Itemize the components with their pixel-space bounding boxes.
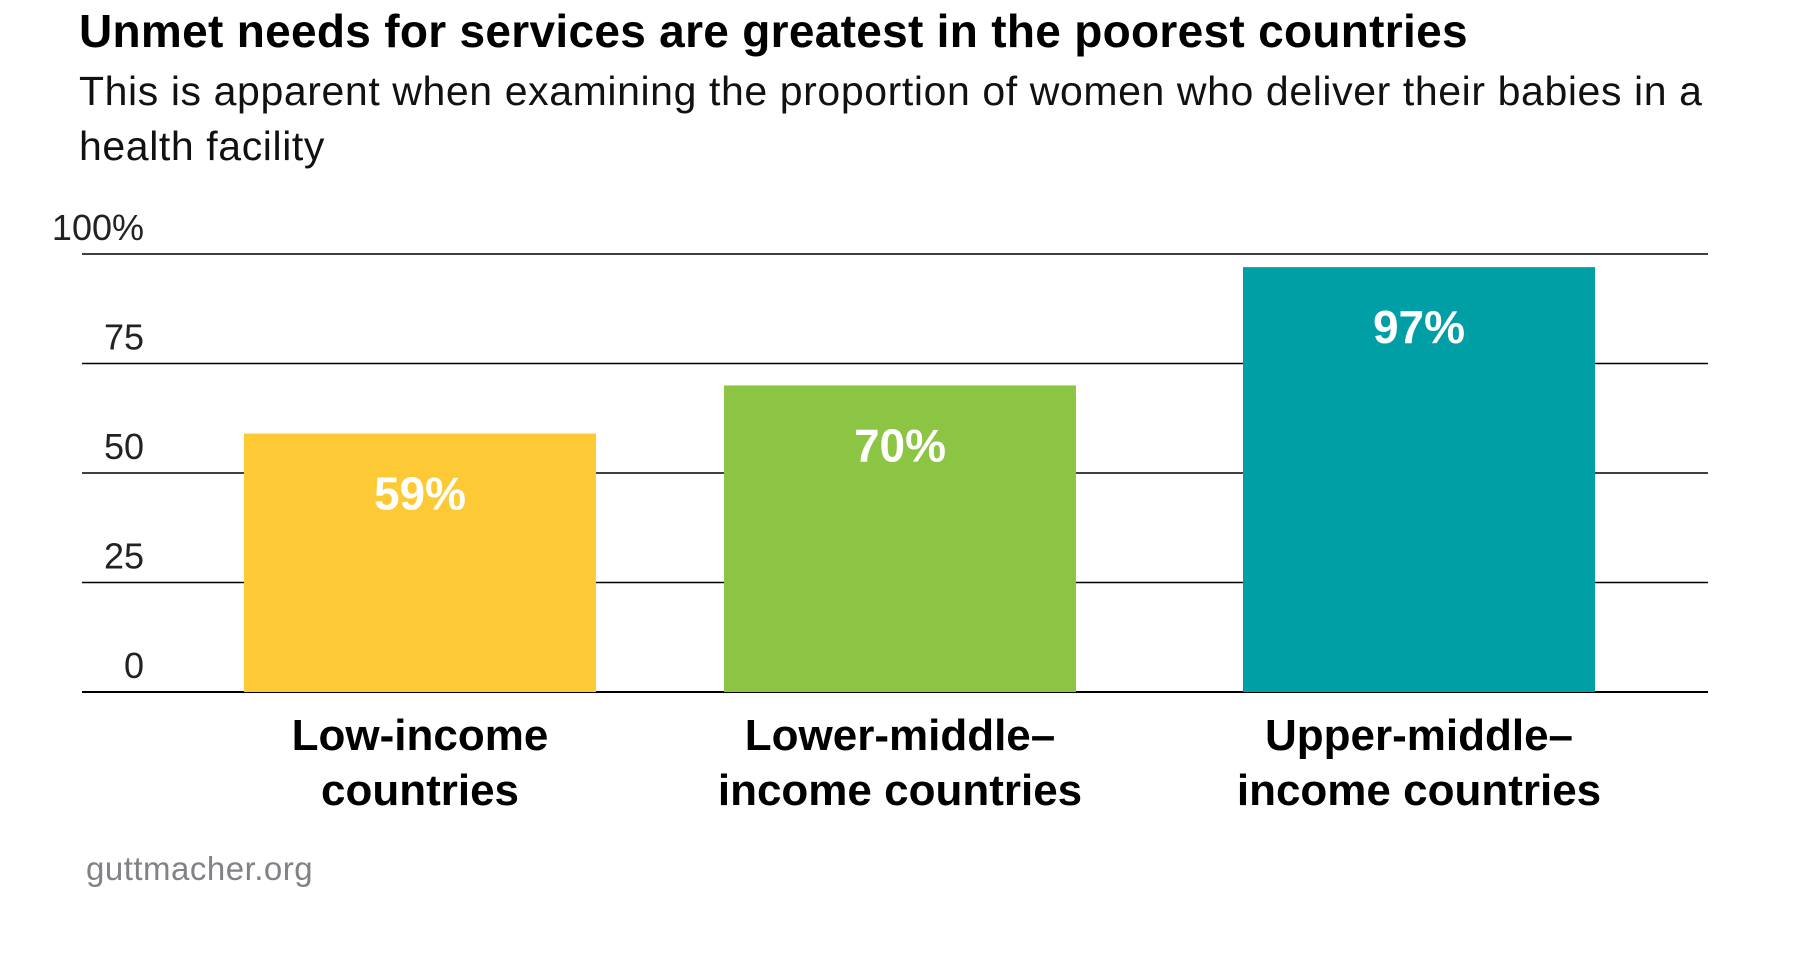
bar-3 bbox=[1243, 267, 1595, 692]
labels: 0 25 50 75 100% 59% Low-income countries 70% Lowe… bbox=[52, 207, 1601, 815]
data-label-1: 59% bbox=[374, 468, 466, 520]
bar-1 bbox=[244, 433, 596, 692]
x-category-label-2-line-2: income countries bbox=[718, 766, 1082, 815]
chart-subtitle: This is apparent when examining the prop… bbox=[79, 68, 1703, 169]
x-category-label-3-line-1: Upper-middle– bbox=[1265, 711, 1573, 760]
y-tick-label-75: 75 bbox=[104, 317, 144, 358]
data-label-3: 97% bbox=[1373, 301, 1465, 353]
bar-2 bbox=[724, 385, 1076, 692]
bars bbox=[244, 267, 1595, 692]
y-tick-label-25: 25 bbox=[104, 536, 144, 577]
x-category-label-1-line-1: Low-income bbox=[292, 711, 549, 760]
source-credit: guttmacher.org bbox=[86, 850, 314, 887]
x-category-label-3-line-2: income countries bbox=[1237, 766, 1601, 815]
x-category-label-2-line-1: Lower-middle– bbox=[745, 711, 1056, 760]
y-tick-label-50: 50 bbox=[104, 426, 144, 467]
y-tick-label-0: 0 bbox=[124, 645, 144, 686]
chart-title: Unmet needs for services are greatest in… bbox=[79, 5, 1468, 57]
data-label-2: 70% bbox=[854, 419, 946, 471]
x-category-label-1-line-2: countries bbox=[321, 766, 519, 815]
y-tick-label-100: 100% bbox=[52, 207, 144, 248]
